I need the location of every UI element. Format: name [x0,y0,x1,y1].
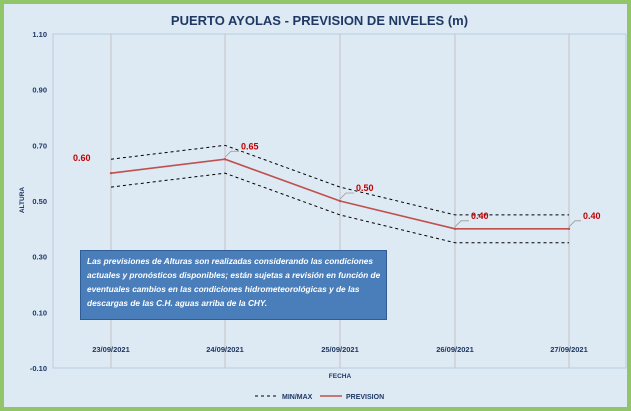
x-tick-label: 25/09/2021 [321,345,359,354]
y-tick-label: 1.10 [32,30,47,39]
x-tick-label: 27/09/2021 [550,345,588,354]
prevision-point [223,158,227,161]
y-tick-label: 0.10 [32,308,47,317]
data-label-leader [454,220,469,228]
data-label-leader [339,192,354,200]
legend-minmax-label: MIN/MAX [282,394,313,401]
forecast-note: Las previsiones de Alturas son realizada… [80,250,387,320]
y-tick-label: 0.50 [32,197,47,206]
data-label-leader [568,220,581,228]
data-label: 0.40 [583,211,601,221]
data-label: 0.50 [356,183,374,193]
data-label-leader [224,150,239,158]
x-axis-title: FECHA [329,373,352,380]
y-tick-label: 0.30 [32,253,47,262]
data-label: 0.40 [471,211,489,221]
prevision-point [109,171,113,175]
chart-title: PUERTO AYOLAS - PREVISION DE NIVELES (m) [170,13,469,28]
y-axis-title: ALTURA [19,187,26,214]
y-tick-label: 0.90 [32,86,47,95]
legend-prevision-label: PREVISION [346,394,384,401]
x-tick-label: 24/09/2021 [206,345,244,354]
y-tick-label: 0.70 [32,141,47,150]
prevision-point [338,199,342,203]
x-tick-label: 26/09/2021 [436,345,474,354]
data-label: 0.65 [241,141,259,151]
data-label: 0.60 [73,153,91,163]
x-tick-label: 23/09/2021 [92,345,130,354]
prevision-point [567,227,571,231]
y-tick-label: -0.10 [30,364,47,373]
prevision-point [453,227,457,231]
